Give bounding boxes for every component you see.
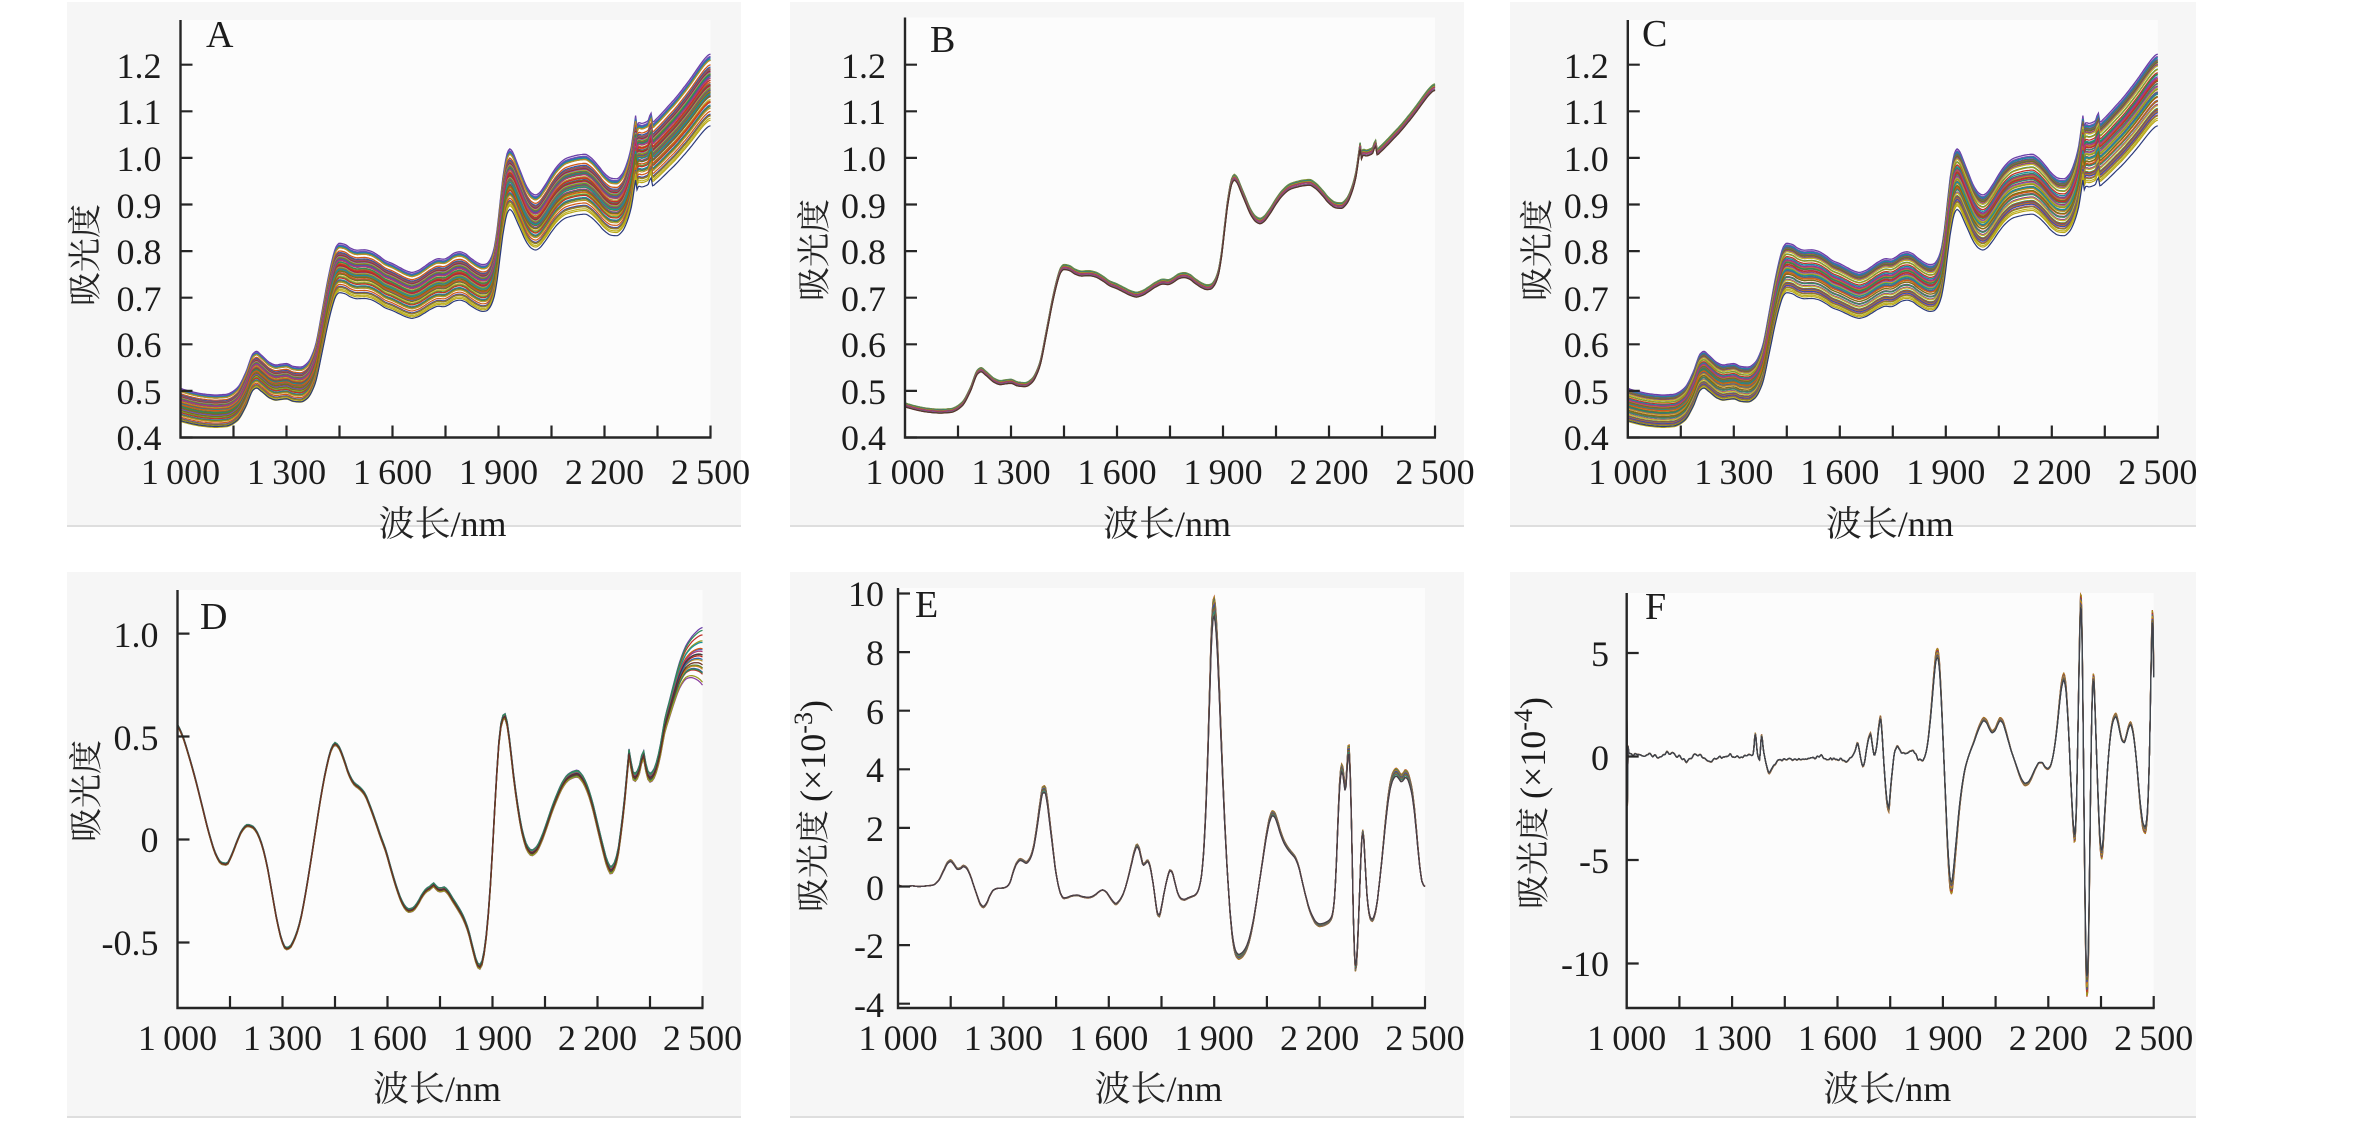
svg-text:-2: -2 — [854, 926, 884, 966]
svg-text:0.4: 0.4 — [117, 418, 162, 458]
svg-text:0.6: 0.6 — [841, 325, 886, 365]
svg-text:2 500: 2 500 — [2114, 1018, 2193, 1058]
svg-text:0.5: 0.5 — [841, 372, 886, 412]
svg-text:0.6: 0.6 — [117, 325, 162, 365]
svg-text:6: 6 — [866, 692, 884, 732]
svg-text:1 300: 1 300 — [1692, 1018, 1771, 1058]
svg-text:1 900: 1 900 — [1906, 452, 1985, 492]
svg-text:B: B — [930, 19, 955, 61]
svg-text:E: E — [915, 584, 938, 626]
svg-text:C: C — [1642, 13, 1667, 55]
svg-text:0.8: 0.8 — [117, 232, 162, 272]
svg-text:/nm: /nm — [445, 1069, 501, 1109]
svg-text:1.1: 1.1 — [1564, 92, 1609, 132]
svg-text:0.4: 0.4 — [841, 418, 886, 458]
svg-text:0.4: 0.4 — [1564, 418, 1609, 458]
svg-text:1 600: 1 600 — [1800, 452, 1879, 492]
svg-text:1.0: 1.0 — [114, 615, 159, 655]
svg-text:1.2: 1.2 — [1564, 46, 1609, 86]
svg-text:1 900: 1 900 — [1175, 1018, 1254, 1058]
svg-text:2 500: 2 500 — [2118, 452, 2197, 492]
svg-text:-5: -5 — [1579, 841, 1609, 881]
svg-text:1.1: 1.1 — [841, 92, 886, 132]
svg-text:0: 0 — [866, 868, 884, 908]
svg-text:0.9: 0.9 — [117, 186, 162, 226]
svg-text:F: F — [1645, 586, 1666, 628]
svg-text:-4: -4 — [854, 985, 884, 1025]
svg-text:5: 5 — [1591, 634, 1609, 674]
svg-text:2 500: 2 500 — [671, 452, 750, 492]
svg-text:0.5: 0.5 — [114, 718, 159, 758]
svg-text:1 900: 1 900 — [1183, 452, 1262, 492]
svg-text:1 600: 1 600 — [1077, 452, 1156, 492]
svg-text:1 600: 1 600 — [348, 1018, 427, 1058]
svg-text:1 000: 1 000 — [1588, 452, 1667, 492]
svg-text:2 200: 2 200 — [565, 452, 644, 492]
svg-text:1 000: 1 000 — [141, 452, 220, 492]
svg-text:1.0: 1.0 — [1564, 139, 1609, 179]
svg-text:2 200: 2 200 — [2012, 452, 2091, 492]
svg-text:2 500: 2 500 — [663, 1018, 742, 1058]
svg-text:2: 2 — [866, 809, 884, 849]
svg-text:0: 0 — [141, 820, 159, 860]
svg-text:0.5: 0.5 — [117, 372, 162, 412]
svg-text:1 300: 1 300 — [964, 1018, 1043, 1058]
svg-text:1.0: 1.0 — [117, 139, 162, 179]
svg-text:0.8: 0.8 — [1564, 232, 1609, 272]
svg-text:1 000: 1 000 — [1587, 1018, 1666, 1058]
svg-text:2 200: 2 200 — [1289, 452, 1368, 492]
svg-text:2 500: 2 500 — [1395, 452, 1474, 492]
svg-text:0.7: 0.7 — [117, 279, 162, 319]
svg-text:-10: -10 — [1561, 944, 1609, 984]
svg-text:10: 10 — [848, 574, 884, 614]
svg-text:0.7: 0.7 — [1564, 279, 1609, 319]
svg-text:1 000: 1 000 — [858, 1018, 937, 1058]
svg-text:0: 0 — [1591, 738, 1609, 778]
svg-text:D: D — [200, 596, 227, 638]
svg-text:1.1: 1.1 — [117, 92, 162, 132]
svg-text:1.2: 1.2 — [117, 46, 162, 86]
svg-text:0.8: 0.8 — [841, 232, 886, 272]
svg-text:0.9: 0.9 — [841, 186, 886, 226]
svg-text:/nm: /nm — [1898, 504, 1954, 544]
svg-text:1 900: 1 900 — [459, 452, 538, 492]
svg-text:-0.5: -0.5 — [102, 923, 159, 963]
svg-text:1 300: 1 300 — [971, 452, 1050, 492]
svg-text:A: A — [206, 14, 234, 56]
svg-text:1 600: 1 600 — [353, 452, 432, 492]
svg-text:1.0: 1.0 — [841, 139, 886, 179]
svg-text:1 000: 1 000 — [138, 1018, 217, 1058]
svg-text:1 900: 1 900 — [1903, 1018, 1982, 1058]
svg-text:4: 4 — [866, 750, 884, 790]
svg-text:2 200: 2 200 — [1280, 1018, 1359, 1058]
svg-text:1 600: 1 600 — [1798, 1018, 1877, 1058]
svg-text:0.7: 0.7 — [841, 279, 886, 319]
svg-text:2 200: 2 200 — [2009, 1018, 2088, 1058]
svg-text:1 900: 1 900 — [453, 1018, 532, 1058]
svg-text:/nm: /nm — [1175, 504, 1231, 544]
svg-text:/nm: /nm — [1167, 1069, 1223, 1109]
svg-text:1 000: 1 000 — [865, 452, 944, 492]
svg-text:1.2: 1.2 — [841, 46, 886, 86]
svg-text:/nm: /nm — [451, 504, 507, 544]
svg-text:0.5: 0.5 — [1564, 372, 1609, 412]
svg-text:2 200: 2 200 — [558, 1018, 637, 1058]
svg-text:1 300: 1 300 — [1694, 452, 1773, 492]
svg-text:0.9: 0.9 — [1564, 186, 1609, 226]
svg-text:8: 8 — [866, 633, 884, 673]
svg-text:1 300: 1 300 — [243, 1018, 322, 1058]
svg-text:1 300: 1 300 — [247, 452, 326, 492]
svg-text:2 500: 2 500 — [1385, 1018, 1464, 1058]
svg-text:1 600: 1 600 — [1069, 1018, 1148, 1058]
svg-text:0.6: 0.6 — [1564, 325, 1609, 365]
svg-text:/nm: /nm — [1895, 1069, 1951, 1109]
